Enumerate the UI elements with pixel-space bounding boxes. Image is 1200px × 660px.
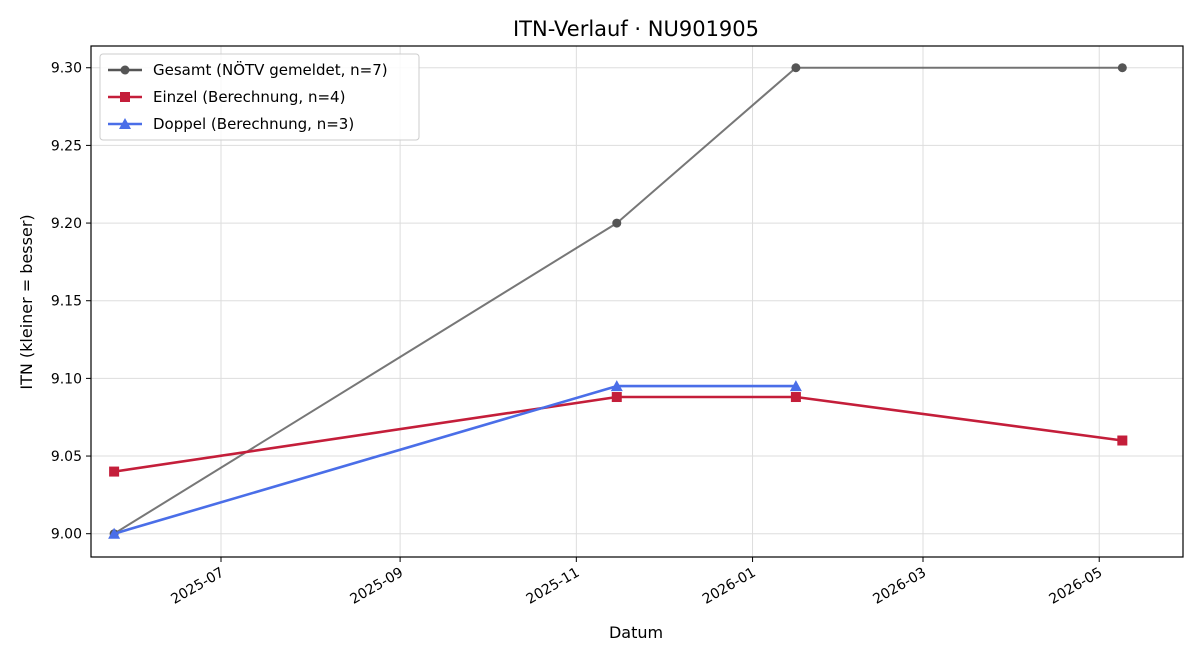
legend-label: Doppel (Berechnung, n=3): [153, 115, 354, 133]
legend-marker: [120, 92, 130, 102]
legend-label: Gesamt (NÖTV gemeldet, n=7): [153, 60, 388, 79]
y-tick-label: 9.30: [51, 61, 82, 77]
data-point: [612, 218, 622, 228]
y-axis: 9.00 9.05 9.10 9.15 9.20 9.25 9.30: [51, 61, 91, 543]
legend-item: Einzel (Berechnung, n=4): [108, 88, 345, 106]
legend-item: Gesamt (NÖTV gemeldet, n=7): [108, 60, 388, 79]
series-2: [108, 380, 802, 539]
data-point: [790, 392, 801, 403]
series-1: [109, 392, 1128, 477]
legend-item: Doppel (Berechnung, n=3): [108, 115, 354, 133]
legend-box: [99, 53, 420, 141]
y-axis-label: ITN (kleiner = besser): [17, 214, 36, 389]
series-line: [113, 395, 1123, 473]
x-axis-label: Datum: [609, 623, 663, 642]
legend: Gesamt (NÖTV gemeldet, n=7) Einzel (Berec…: [99, 53, 420, 141]
y-tick-label: 9.10: [51, 371, 82, 387]
chart-title: ITN-Verlauf · NU901905: [513, 17, 759, 41]
legend-marker: [120, 65, 130, 75]
data-point: [611, 392, 622, 403]
y-tick-label: 9.15: [51, 294, 82, 310]
data-point: [1117, 435, 1128, 446]
data-point: [1117, 63, 1127, 73]
y-tick-label: 9.00: [51, 527, 82, 543]
legend-marker: [119, 118, 131, 129]
y-tick-label: 9.25: [51, 138, 82, 154]
data-point: [791, 63, 801, 73]
series-group: [108, 63, 1128, 539]
data-point: [610, 380, 623, 392]
data-point: [109, 466, 120, 477]
series-line: [113, 66, 1123, 535]
plot-frame: [90, 45, 1184, 558]
y-tick-label: 9.20: [51, 216, 82, 232]
y-tick-label: 9.05: [51, 449, 82, 465]
data-point: [789, 380, 802, 392]
legend-label: Einzel (Berechnung, n=4): [153, 88, 345, 106]
data-point: [108, 527, 121, 539]
